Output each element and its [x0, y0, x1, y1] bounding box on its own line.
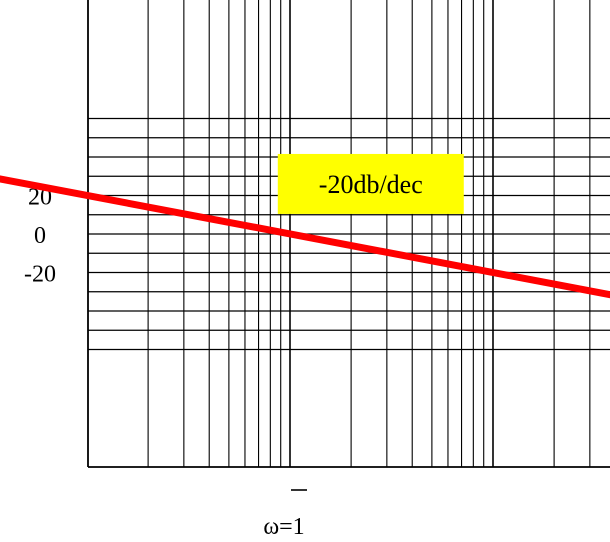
y-tick-labels: 200-20: [24, 185, 56, 288]
series-line: [0, 175, 610, 299]
x-marker-label: ω=1: [263, 514, 304, 540]
x-marker: ω=1: [263, 489, 307, 540]
annotation: -20db/dec: [277, 153, 464, 214]
grid: [88, 0, 610, 467]
plot-frame: [87, 0, 610, 468]
annotation-label: -20db/dec: [319, 170, 423, 199]
y-tick-label: -20: [24, 262, 56, 288]
y-tick-label: 0: [34, 223, 46, 249]
series: [0, 175, 610, 299]
annotation-box: [277, 153, 464, 214]
